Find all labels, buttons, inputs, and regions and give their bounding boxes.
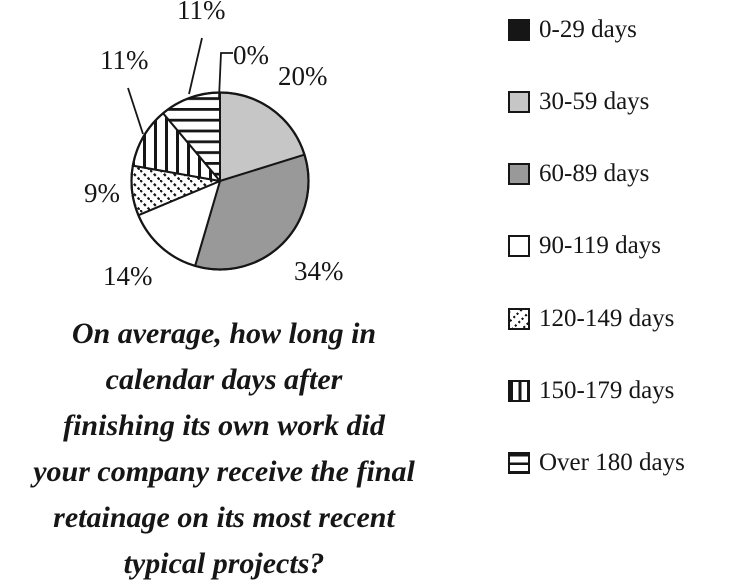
chart-title-line: On average, how long in: [71, 317, 377, 350]
legend-item: Over 180 days: [508, 449, 685, 477]
legend-swatch-icon: [508, 235, 530, 257]
legend-label: 150-179 days: [539, 377, 675, 404]
pie-slice-label-120-149: 9%: [84, 178, 120, 208]
legend-swatch-icon: [508, 308, 530, 330]
legend-swatch-icon: [508, 452, 530, 474]
legend-label: 90-119 days: [539, 232, 661, 259]
chart-title-line: calendar days after: [105, 363, 343, 396]
legend-label: 0-29 days: [539, 16, 637, 43]
legend-label: Over 180 days: [539, 449, 685, 476]
chart-legend: 0-29 days 30-59 days 60-89 days 90-119 d…: [508, 0, 732, 582]
legend-swatch-icon: [508, 19, 530, 41]
pie-slice-label-0-29: 0%: [233, 40, 269, 70]
legend-label: 30-59 days: [539, 88, 650, 115]
legend-item: 60-89 days: [508, 160, 649, 188]
chart-title-line: your company receive the final: [33, 455, 415, 488]
pie-slice-label-60-89: 34%: [294, 256, 344, 286]
legend-label: 120-149 days: [539, 305, 675, 332]
pie-slice-label-over-180: 11%: [177, 0, 226, 25]
pie-slice-label-150-179: 11%: [100, 45, 149, 75]
chart-title: On average, how long in calendar days af…: [0, 311, 448, 582]
legend-item: 0-29 days: [508, 16, 637, 44]
legend-item: 150-179 days: [508, 377, 674, 405]
legend-swatch-icon: [508, 380, 530, 402]
legend-swatch-icon: [508, 163, 530, 185]
legend-item: 90-119 days: [508, 232, 661, 260]
legend-item: 120-149 days: [508, 305, 674, 333]
legend-label: 60-89 days: [539, 160, 650, 187]
chart-title-line: finishing its own work did: [63, 409, 385, 442]
chart-title-line: retainage on its most recent: [53, 501, 395, 534]
legend-swatch-icon: [508, 91, 530, 113]
legend-item: 30-59 days: [508, 88, 649, 116]
chart-title-line: typical projects?: [123, 547, 325, 580]
pie-chart: [127, 37, 310, 271]
pie-slice-label-90-119: 14%: [103, 261, 153, 291]
pie-slice-label-30-59: 20%: [278, 61, 328, 91]
